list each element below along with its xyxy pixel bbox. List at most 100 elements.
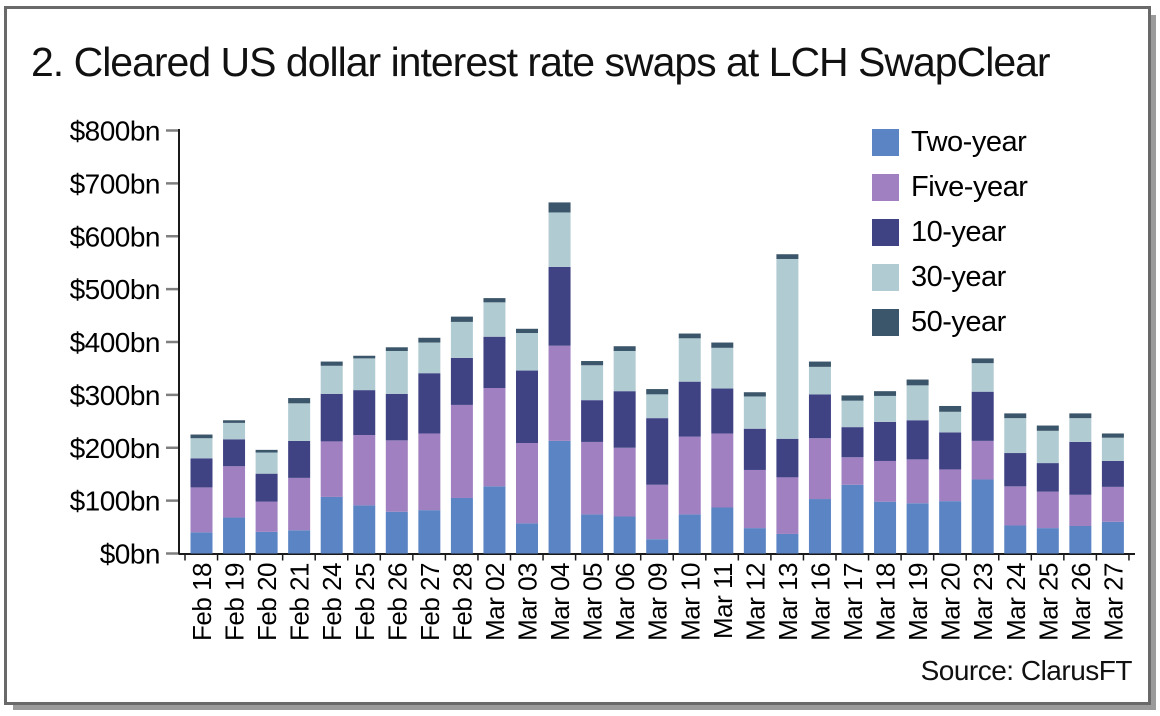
bar-segment xyxy=(776,258,799,439)
legend-swatch xyxy=(872,218,899,246)
x-axis-label: Feb 20 xyxy=(252,563,282,641)
bar-segment xyxy=(450,321,473,358)
legend-item: 50-year xyxy=(872,306,1027,338)
chart-frame: 2. Cleared US dollar interest rate swaps… xyxy=(4,6,1151,705)
y-tick-label: $200bn xyxy=(70,433,160,464)
x-axis-label: Mar 11 xyxy=(708,563,738,639)
bar-segment xyxy=(939,501,962,554)
bar-segment xyxy=(646,394,669,419)
bar-segment xyxy=(288,530,311,554)
bar-segment xyxy=(418,373,441,434)
bar-segment xyxy=(841,427,864,458)
y-tick-label: $600bn xyxy=(70,221,160,252)
bar-segment xyxy=(320,365,343,394)
bar-segment xyxy=(223,517,246,554)
bar-segment xyxy=(190,532,213,554)
bar-segment xyxy=(711,433,734,508)
bar-segment xyxy=(874,460,897,502)
bar-segment xyxy=(483,298,506,303)
bar-segment xyxy=(613,447,636,517)
legend-swatch xyxy=(872,308,899,336)
bar-segment xyxy=(450,404,473,498)
bar-segment xyxy=(906,503,929,554)
y-tick-label: $300bn xyxy=(70,380,160,411)
bar-segment xyxy=(939,432,962,470)
bar-segment xyxy=(776,477,799,534)
bar-segment xyxy=(743,392,766,397)
x-axis-label: Mar 04 xyxy=(545,563,575,641)
bar-segment xyxy=(223,466,246,518)
x-axis-label: Mar 27 xyxy=(1098,563,1128,641)
x-axis-label: Mar 13 xyxy=(773,563,803,641)
bar-segment xyxy=(385,347,408,351)
bar-segment xyxy=(223,439,246,467)
bar-segment xyxy=(255,452,278,474)
bar-segment xyxy=(711,342,734,348)
legend-label: Five-year xyxy=(911,170,1028,203)
x-axis-label: Mar 18 xyxy=(871,563,901,641)
chart-title: 2. Cleared US dollar interest rate swaps… xyxy=(31,39,1051,85)
y-tick-label: $400bn xyxy=(70,327,160,358)
bar-segment xyxy=(450,357,473,405)
bar-segment xyxy=(418,342,441,374)
legend-item: 30-year xyxy=(872,260,1027,293)
bar-segment xyxy=(353,355,376,359)
bar-segment xyxy=(874,421,897,461)
bar-segment xyxy=(255,449,278,453)
x-axis-label: Mar 26 xyxy=(1066,563,1096,641)
bar-segment xyxy=(516,370,538,443)
bar-segment xyxy=(939,469,962,502)
bar-segment xyxy=(1101,433,1124,438)
bar-segment xyxy=(1004,413,1027,419)
bar-segment xyxy=(255,473,278,502)
bar-segment xyxy=(255,531,278,554)
bar-segment xyxy=(971,391,994,441)
bar-segment xyxy=(190,438,213,459)
bar-segment xyxy=(581,400,604,442)
legend-label: 30-year xyxy=(911,260,1006,293)
x-axis-label: Feb 19 xyxy=(220,563,250,641)
bar-segment xyxy=(483,302,506,337)
bar-segment xyxy=(1101,521,1124,554)
bar-segment xyxy=(841,395,864,401)
bar-segment xyxy=(808,361,831,367)
bar-segment xyxy=(581,361,604,366)
bar-segment xyxy=(906,420,929,460)
bar-segment xyxy=(353,390,376,436)
bar-segment xyxy=(874,501,897,554)
x-axis-label: Feb 18 xyxy=(187,563,217,641)
bar-segment xyxy=(678,381,701,437)
bar-segment xyxy=(808,394,831,439)
bar-segment xyxy=(613,516,636,554)
bar-segment xyxy=(288,440,311,478)
bar-segment xyxy=(1004,525,1027,554)
x-axis-label: Mar 09 xyxy=(643,563,673,641)
bar-segment xyxy=(255,501,278,532)
x-axis-label: Mar 24 xyxy=(1001,563,1031,641)
bar-segment xyxy=(971,358,994,364)
bar-segment xyxy=(418,337,441,343)
x-axis-label: Mar 16 xyxy=(805,563,835,641)
bar-segment xyxy=(678,436,701,515)
bar-segment xyxy=(483,486,506,554)
bar-segment xyxy=(1036,528,1059,554)
bar-segment xyxy=(1101,437,1124,461)
bar-segment xyxy=(646,539,669,554)
bar-segment xyxy=(548,202,571,213)
bar-segment xyxy=(1036,425,1059,431)
bar-segment xyxy=(1069,418,1092,442)
y-tick-label: $700bn xyxy=(70,168,160,199)
bar-segment xyxy=(190,458,213,488)
bar-segment xyxy=(808,438,831,500)
bar-segment xyxy=(483,388,506,487)
bar-segment xyxy=(678,333,701,339)
bar-segment xyxy=(678,338,701,382)
bar-segment xyxy=(711,347,734,389)
bar-segment xyxy=(743,469,766,529)
x-axis-label: Feb 24 xyxy=(317,563,347,641)
x-axis-label: Mar 25 xyxy=(1033,563,1063,641)
legend-item: Five-year xyxy=(872,170,1028,203)
bar-segment xyxy=(1004,486,1027,526)
legend-label: Two-year xyxy=(911,125,1027,158)
bar-segment xyxy=(418,433,441,511)
